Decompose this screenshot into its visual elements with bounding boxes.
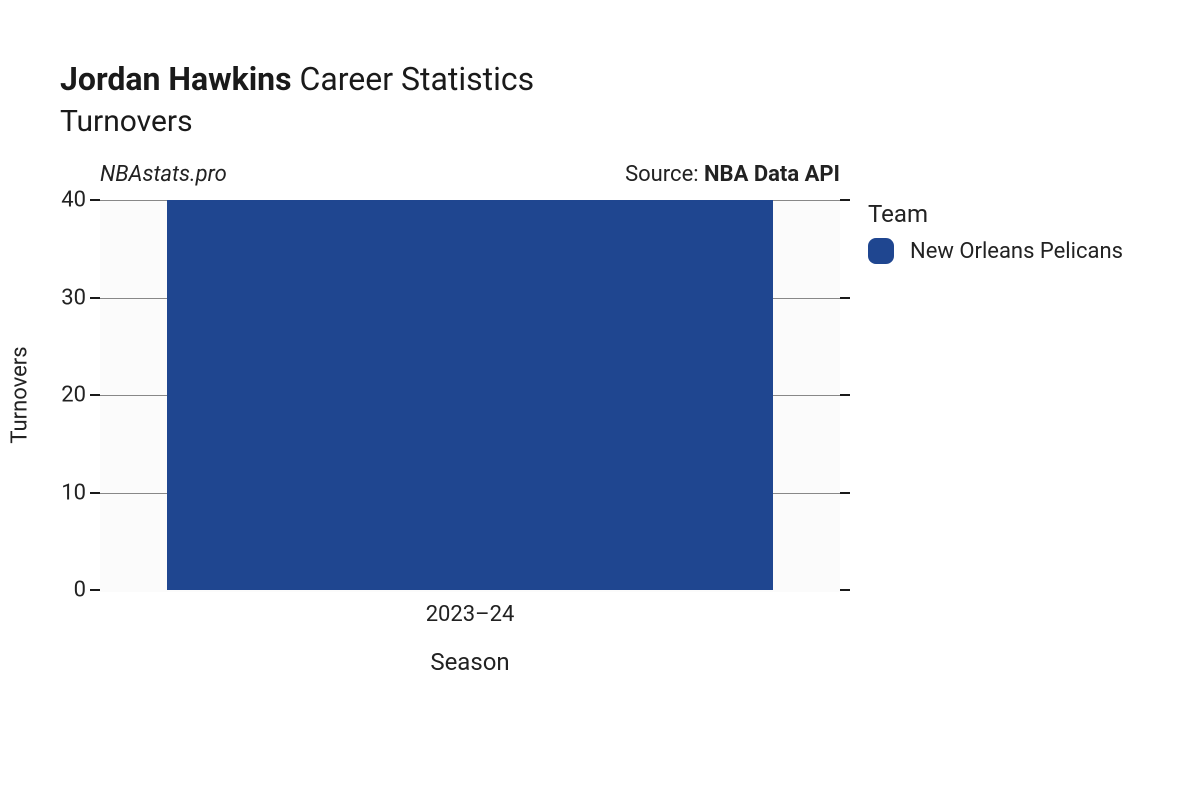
- chart-subtitle: Turnovers: [60, 104, 534, 139]
- brand-watermark: NBAstats.pro: [100, 162, 227, 187]
- title-suffix: Career Statistics: [292, 60, 535, 98]
- plot-annotations: NBAstats.pro Source: NBA Data API: [100, 162, 840, 190]
- y-tick-right: [840, 297, 850, 299]
- legend-items: New Orleans Pelicans: [868, 238, 1123, 264]
- legend-title: Team: [868, 200, 1123, 228]
- y-tick-left: [90, 199, 100, 201]
- chart-container: Jordan Hawkins Career Statistics Turnove…: [0, 0, 1200, 800]
- x-tick-label: 2023–24: [426, 602, 515, 627]
- y-tick-label: 40: [61, 188, 86, 213]
- source-attribution: Source: NBA Data API: [625, 162, 840, 187]
- x-axis-label: Season: [430, 648, 509, 676]
- y-tick-left: [90, 394, 100, 396]
- y-tick-label: 30: [61, 285, 86, 310]
- bar: [167, 200, 774, 590]
- legend: Team New Orleans Pelicans: [868, 200, 1123, 264]
- y-tick-right: [840, 199, 850, 201]
- y-tick-label: 10: [61, 480, 86, 505]
- y-axis-label: Turnovers: [8, 346, 33, 443]
- y-tick-right: [840, 492, 850, 494]
- y-tick-left: [90, 492, 100, 494]
- plot-area: 0102030402023–24: [100, 200, 840, 592]
- y-tick-left: [90, 297, 100, 299]
- title-block: Jordan Hawkins Career Statistics Turnove…: [60, 60, 534, 139]
- player-name: Jordan Hawkins: [60, 60, 292, 98]
- legend-label: New Orleans Pelicans: [910, 239, 1123, 264]
- source-name: NBA Data API: [704, 162, 840, 187]
- y-tick-label: 0: [74, 578, 86, 603]
- source-prefix: Source:: [625, 162, 704, 187]
- y-tick-right: [840, 394, 850, 396]
- legend-swatch: [868, 238, 894, 264]
- y-tick-label: 20: [61, 383, 86, 408]
- chart-title: Jordan Hawkins Career Statistics: [60, 60, 534, 98]
- y-tick-right: [840, 589, 850, 591]
- legend-item: New Orleans Pelicans: [868, 238, 1123, 264]
- y-tick-left: [90, 589, 100, 591]
